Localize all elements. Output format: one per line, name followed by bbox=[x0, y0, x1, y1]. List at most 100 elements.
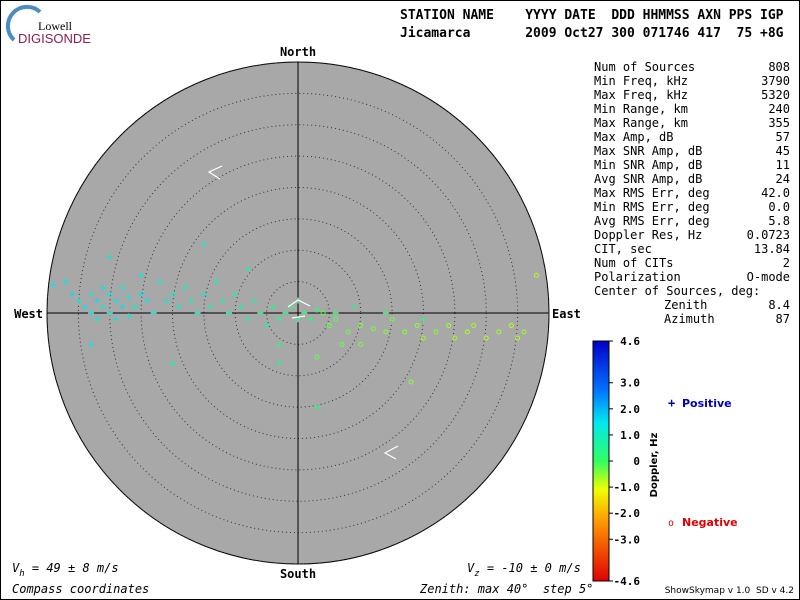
source-positive bbox=[269, 303, 276, 310]
colorbar-tick-label: -4.6 bbox=[614, 575, 641, 588]
version: ShowSkymap v 1.0 SD v 4.2 bbox=[665, 586, 794, 596]
source-positive bbox=[382, 310, 389, 316]
source-positive bbox=[106, 310, 113, 316]
center-label: Zenith bbox=[664, 298, 707, 312]
source-negative bbox=[326, 323, 332, 329]
dir-south: South bbox=[280, 567, 316, 581]
stat-value: 11 bbox=[776, 158, 790, 172]
source-positive bbox=[276, 341, 283, 348]
source-positive bbox=[119, 284, 126, 291]
source-negative bbox=[408, 379, 414, 385]
source-negative bbox=[533, 272, 539, 278]
colorbar-ticks: 4.6 3.0 2.0 1.0 0 -1.0 -2.0 -3.0 -4.6 bbox=[609, 335, 640, 588]
dir-north: North bbox=[280, 45, 316, 59]
vh: Vh = 49 ± 8 m/s bbox=[12, 561, 119, 579]
source-positive bbox=[87, 341, 94, 348]
source-negative bbox=[508, 323, 514, 329]
source-positive bbox=[225, 310, 232, 316]
source-positive bbox=[94, 297, 101, 304]
dir-east: East bbox=[552, 307, 581, 321]
source-negative bbox=[402, 329, 408, 335]
source-positive bbox=[138, 291, 145, 298]
stat-label: Avg RMS Err, deg bbox=[594, 214, 710, 228]
source-positive bbox=[313, 404, 320, 411]
source-negative bbox=[483, 335, 489, 341]
source-positive bbox=[244, 316, 251, 323]
source-positive bbox=[232, 291, 239, 298]
source-positive bbox=[219, 297, 226, 304]
source-positive bbox=[282, 310, 289, 316]
stat-label: Max Amp, dB bbox=[594, 130, 673, 144]
stats-table: Num of Sources 808 Min Freq, kHz 3790 Max Fr… bbox=[594, 60, 790, 326]
source-negative bbox=[433, 329, 439, 335]
source-negative bbox=[421, 335, 426, 341]
stat-value: 5.8 bbox=[768, 214, 790, 228]
stat-label: Num of Sources bbox=[594, 60, 695, 74]
stat-label: CIT, sec bbox=[594, 242, 652, 256]
source-negative bbox=[339, 341, 345, 347]
source-positive bbox=[244, 266, 251, 273]
colorbar-tick-label: -3.0 bbox=[614, 533, 641, 546]
stat-label: Doppler Res, Hz bbox=[594, 228, 702, 242]
logo-small: Lowell bbox=[38, 19, 73, 33]
source-positive bbox=[351, 303, 358, 310]
logo-swoosh bbox=[5, 4, 42, 42]
colorbar bbox=[592, 340, 610, 582]
source-positive bbox=[69, 291, 76, 298]
center-value: 8.4 bbox=[768, 298, 790, 312]
stat-label: Avg SNR Amp, dB bbox=[594, 172, 702, 186]
colorbar-tick-label: -1.0 bbox=[614, 481, 641, 494]
legend-negative: Negative bbox=[682, 516, 738, 529]
source-negative bbox=[521, 329, 527, 335]
arrow-glyphs bbox=[207, 165, 399, 460]
source-positive bbox=[276, 360, 283, 367]
source-positive bbox=[307, 316, 314, 323]
plot bbox=[46, 61, 550, 565]
stat-label: Min RMS Err, deg bbox=[594, 200, 710, 214]
stat-value: 3790 bbox=[761, 74, 790, 88]
vh-sub: h bbox=[19, 569, 24, 579]
source-negative bbox=[333, 316, 339, 322]
source-positive bbox=[125, 313, 132, 320]
source-positive bbox=[150, 310, 157, 316]
stat-value: 2 bbox=[783, 256, 790, 270]
colorbar-label: Doppler, Hz bbox=[649, 433, 660, 498]
colorbar-tick-label: 2.0 bbox=[620, 403, 640, 416]
source-positive bbox=[188, 297, 195, 304]
source-positive bbox=[200, 291, 207, 298]
stat-label: Min SNR Amp, dB bbox=[594, 158, 702, 172]
stat-value: 45 bbox=[776, 144, 790, 158]
center-glyph bbox=[287, 299, 311, 319]
zenith-info: Zenith: max 40° step 5° bbox=[419, 582, 593, 596]
stat-label: Min Freq, kHz bbox=[594, 74, 688, 88]
source-positive bbox=[238, 303, 245, 310]
stat-value: 240 bbox=[768, 102, 790, 116]
stat-label: Max RMS Err, deg bbox=[594, 186, 710, 200]
source-positive bbox=[257, 310, 264, 316]
stat-value: 5320 bbox=[761, 88, 790, 102]
colorbar-tick-label: 1.0 bbox=[620, 429, 640, 442]
stat-label: Max Range, km bbox=[594, 116, 688, 130]
source-negative bbox=[345, 329, 351, 335]
source-positive bbox=[313, 306, 320, 313]
source-positive bbox=[213, 278, 220, 285]
vz-symbol: V bbox=[467, 561, 475, 575]
source-positive bbox=[332, 310, 339, 316]
source-positive bbox=[106, 253, 113, 260]
source-positive bbox=[62, 278, 69, 285]
legend-negative-symbol: o bbox=[668, 518, 674, 529]
vh-symbol: V bbox=[12, 561, 20, 575]
stat-label: Min Range, km bbox=[594, 102, 688, 116]
source-negative bbox=[358, 341, 364, 347]
source-negative bbox=[471, 323, 477, 329]
stat-value: 808 bbox=[768, 60, 790, 74]
vz: Vz = -10 ± 0 m/s bbox=[467, 561, 581, 579]
source-positive bbox=[113, 297, 120, 304]
stat-label: Polarization bbox=[594, 270, 681, 284]
stat-value: 13.84 bbox=[754, 242, 790, 256]
dir-west: West bbox=[14, 307, 43, 321]
source-negative bbox=[370, 326, 376, 332]
stat-value: 355 bbox=[768, 116, 790, 130]
vh-text: = 49 ± 8 m/s bbox=[25, 561, 119, 575]
